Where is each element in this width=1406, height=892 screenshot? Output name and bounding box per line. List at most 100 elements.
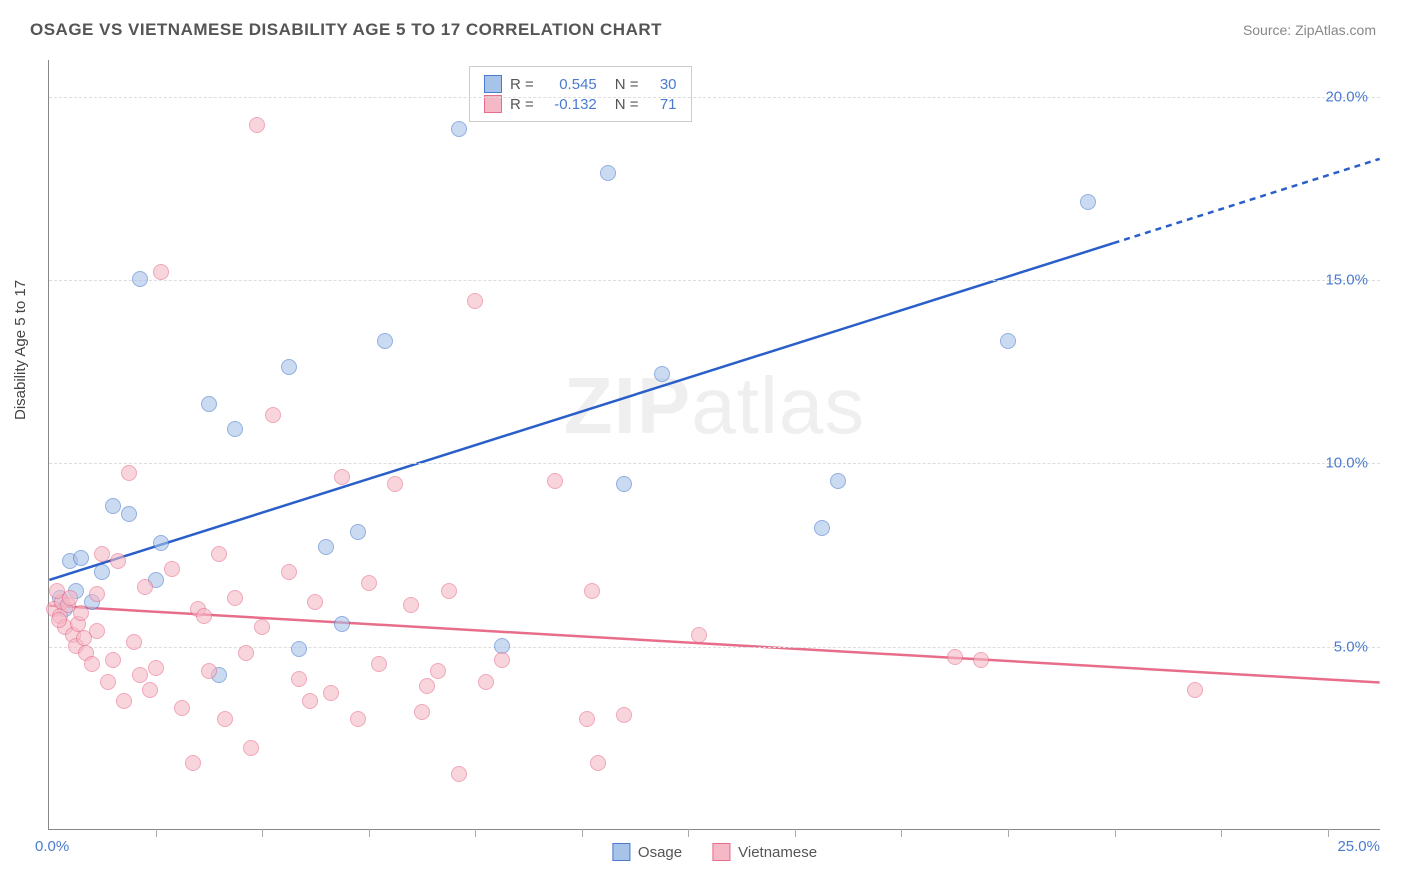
scatter-point bbox=[547, 473, 563, 489]
scatter-point bbox=[494, 652, 510, 668]
correlation-stats-box: R =0.545N =30R =-0.132N =71 bbox=[469, 66, 692, 122]
stat-r-value: 0.545 bbox=[542, 76, 597, 93]
scatter-point bbox=[153, 264, 169, 280]
scatter-point bbox=[616, 707, 632, 723]
scatter-point bbox=[590, 755, 606, 771]
x-tick bbox=[262, 829, 263, 837]
scatter-point bbox=[430, 663, 446, 679]
scatter-point bbox=[334, 469, 350, 485]
stat-n-label: N = bbox=[615, 76, 639, 93]
stat-n-value: 71 bbox=[647, 96, 677, 113]
scatter-point bbox=[110, 553, 126, 569]
scatter-point bbox=[494, 638, 510, 654]
x-tick-label: 0.0% bbox=[35, 838, 69, 855]
scatter-point bbox=[116, 693, 132, 709]
scatter-point bbox=[1080, 194, 1096, 210]
stat-r-label: R = bbox=[510, 96, 534, 113]
x-tick bbox=[369, 829, 370, 837]
scatter-point bbox=[254, 619, 270, 635]
legend: Osage Vietnamese bbox=[612, 843, 817, 861]
source-label: Source: ZipAtlas.com bbox=[1243, 22, 1376, 38]
scatter-point bbox=[51, 612, 67, 628]
legend-item: Vietnamese bbox=[712, 843, 817, 861]
scatter-point bbox=[84, 656, 100, 672]
scatter-point bbox=[227, 421, 243, 437]
scatter-point bbox=[579, 711, 595, 727]
scatter-point bbox=[100, 674, 116, 690]
scatter-point bbox=[947, 649, 963, 665]
scatter-point bbox=[371, 656, 387, 672]
scatter-point bbox=[126, 634, 142, 650]
scatter-point bbox=[148, 660, 164, 676]
scatter-point bbox=[281, 359, 297, 375]
scatter-point bbox=[830, 473, 846, 489]
scatter-point bbox=[691, 627, 707, 643]
gridline-h bbox=[49, 280, 1380, 281]
y-tick-label: 20.0% bbox=[1325, 88, 1368, 105]
x-tick bbox=[582, 829, 583, 837]
trendline bbox=[49, 606, 1379, 683]
scatter-point bbox=[217, 711, 233, 727]
scatter-point bbox=[419, 678, 435, 694]
x-tick bbox=[1328, 829, 1329, 837]
legend-label: Osage bbox=[638, 844, 682, 861]
scatter-point bbox=[291, 641, 307, 657]
scatter-point bbox=[973, 652, 989, 668]
scatter-point bbox=[249, 117, 265, 133]
scatter-point bbox=[414, 704, 430, 720]
scatter-point bbox=[137, 579, 153, 595]
scatter-point bbox=[281, 564, 297, 580]
stat-r-value: -0.132 bbox=[542, 96, 597, 113]
scatter-point bbox=[227, 590, 243, 606]
x-tick bbox=[1008, 829, 1009, 837]
scatter-point bbox=[211, 546, 227, 562]
x-tick bbox=[688, 829, 689, 837]
stats-row: R = -0.132 N = 71 bbox=[484, 95, 677, 113]
x-tick bbox=[475, 829, 476, 837]
y-tick-label: 10.0% bbox=[1325, 455, 1368, 472]
scatter-point bbox=[121, 506, 137, 522]
legend-swatch bbox=[612, 843, 630, 861]
scatter-point bbox=[1187, 682, 1203, 698]
y-tick-label: 15.0% bbox=[1325, 272, 1368, 289]
x-tick bbox=[1115, 829, 1116, 837]
scatter-point bbox=[201, 396, 217, 412]
scatter-point bbox=[49, 583, 65, 599]
stat-n-label: N = bbox=[615, 96, 639, 113]
scatter-point bbox=[616, 476, 632, 492]
series-swatch bbox=[484, 75, 502, 93]
scatter-point bbox=[307, 594, 323, 610]
scatter-point bbox=[451, 121, 467, 137]
stat-r-label: R = bbox=[510, 76, 534, 93]
scatter-point bbox=[73, 605, 89, 621]
scatter-point bbox=[467, 293, 483, 309]
x-tick bbox=[1221, 829, 1222, 837]
scatter-point bbox=[132, 271, 148, 287]
scatter-point bbox=[73, 550, 89, 566]
scatter-point bbox=[94, 564, 110, 580]
chart-title: OSAGE VS VIETNAMESE DISABILITY AGE 5 TO … bbox=[30, 20, 662, 40]
trendline-extension bbox=[1114, 159, 1380, 243]
scatter-point bbox=[89, 623, 105, 639]
scatter-point bbox=[814, 520, 830, 536]
scatter-point bbox=[1000, 333, 1016, 349]
scatter-point bbox=[142, 682, 158, 698]
scatter-point bbox=[403, 597, 419, 613]
scatter-point bbox=[318, 539, 334, 555]
legend-item: Osage bbox=[612, 843, 682, 861]
y-tick-label: 5.0% bbox=[1334, 638, 1368, 655]
x-tick-label: 25.0% bbox=[1337, 838, 1380, 855]
scatter-point bbox=[89, 586, 105, 602]
watermark-bold: ZIP bbox=[564, 361, 691, 450]
scatter-point bbox=[243, 740, 259, 756]
chart-plot-area: ZIPatlas R =0.545N =30R =-0.132N =71 Osa… bbox=[48, 60, 1380, 830]
scatter-point bbox=[478, 674, 494, 690]
scatter-point bbox=[323, 685, 339, 701]
scatter-point bbox=[291, 671, 307, 687]
scatter-point bbox=[185, 755, 201, 771]
legend-swatch bbox=[712, 843, 730, 861]
scatter-point bbox=[105, 498, 121, 514]
scatter-point bbox=[174, 700, 190, 716]
scatter-point bbox=[238, 645, 254, 661]
trend-lines-svg bbox=[49, 60, 1380, 829]
